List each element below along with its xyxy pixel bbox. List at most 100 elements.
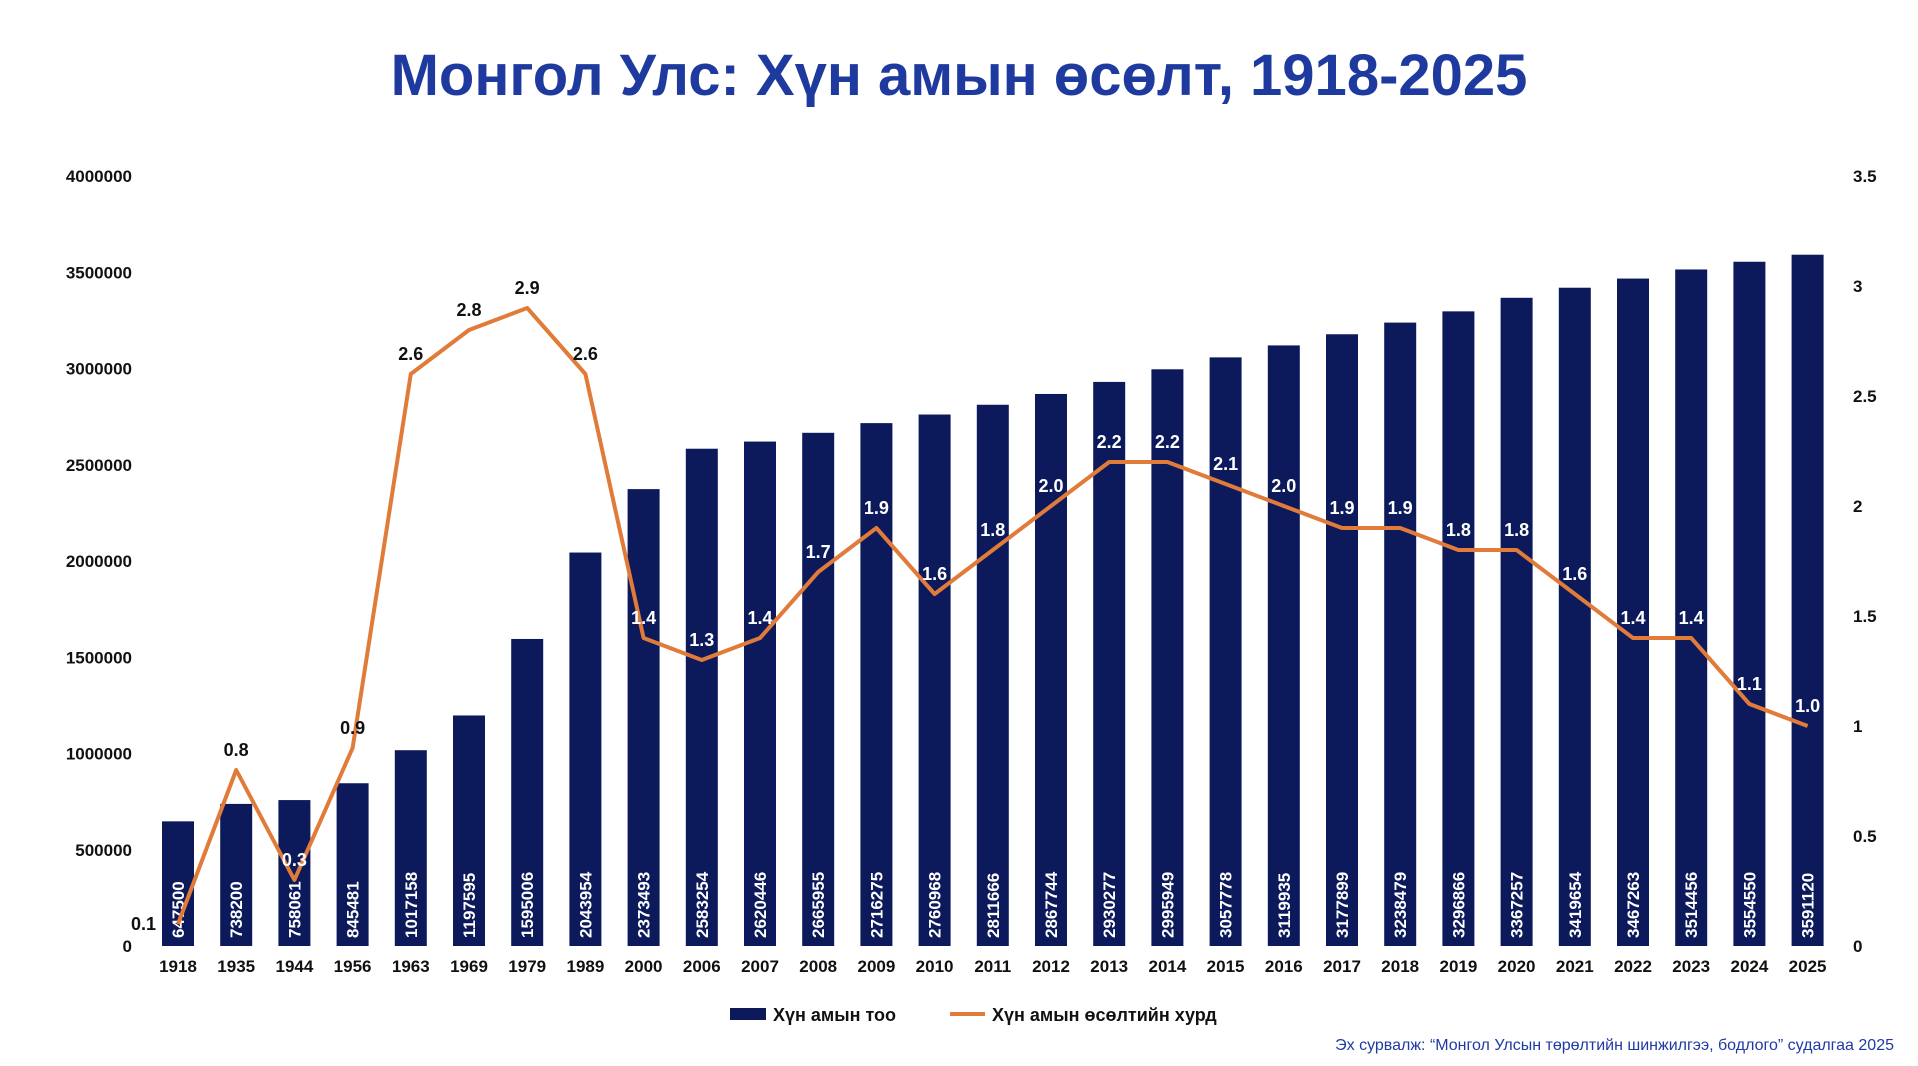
bar-value-label: 2373493	[635, 872, 654, 938]
legend-label-line: Хүн амын өсөлтийн хурд	[992, 1005, 1217, 1025]
x-axis-tick: 1956	[334, 957, 372, 976]
left-axis-tick: 1500000	[66, 648, 132, 667]
bar-value-label: 1017158	[402, 872, 421, 938]
x-axis-tick: 2025	[1789, 957, 1827, 976]
bar	[1384, 322, 1417, 947]
bar	[336, 783, 369, 946]
line-point-label: 1.9	[1329, 498, 1354, 518]
bar	[162, 821, 194, 946]
right-axis-tick: 1.5	[1853, 607, 1877, 626]
bar	[1675, 269, 1708, 946]
line-point-label: 1.7	[806, 542, 831, 562]
left-axis-tick: 3500000	[66, 263, 132, 282]
bar-value-label: 3554550	[1740, 872, 1759, 938]
line-point-label: 1.8	[980, 520, 1005, 540]
bar	[1151, 369, 1184, 947]
x-axis-tick: 1979	[508, 957, 546, 976]
right-y-axis: 0 0.5 1 1.5 2 2.5 3 3.5	[1853, 167, 1877, 956]
bar	[1500, 297, 1533, 946]
bar	[511, 638, 544, 946]
chart-title: Монгол Улс: Хүн амын өсөлт, 1918-2025	[390, 43, 1528, 108]
right-axis-tick: 1	[1853, 717, 1862, 736]
bar-value-label: 2811666	[984, 873, 1003, 938]
x-axis-tick: 2018	[1381, 957, 1419, 976]
x-axis-tick: 2024	[1730, 957, 1768, 976]
x-axis-tick: 2015	[1207, 957, 1245, 976]
bar-value-label: 2930277	[1100, 872, 1119, 938]
left-axis-tick: 4000000	[66, 167, 132, 186]
bar	[1442, 311, 1475, 947]
bar	[976, 404, 1009, 947]
x-axis-tick: 2022	[1614, 957, 1652, 976]
x-axis-tick: 2007	[741, 957, 779, 976]
bar-value-label: 3591120	[1799, 873, 1818, 938]
left-axis-tick: 2000000	[66, 552, 132, 571]
bar-value-label: 2043954	[576, 871, 595, 938]
bar	[744, 441, 776, 946]
bar	[220, 803, 253, 946]
legend: Хүн амын тоо Хүн амын өсөлтийн хурд	[730, 1005, 1217, 1025]
bar	[1035, 393, 1067, 946]
bar-value-label: 738200	[227, 881, 246, 938]
bar-value-label: 2760968	[926, 872, 945, 938]
x-axis-tick: 2020	[1498, 957, 1536, 976]
x-axis-tick: 2016	[1265, 957, 1303, 976]
right-axis-tick: 2	[1853, 497, 1862, 516]
line-point-label: 1.4	[1679, 608, 1704, 628]
bar-value-label: 3419654	[1566, 871, 1585, 938]
line-point-label: 0.3	[282, 850, 307, 870]
line-point-label: 2.9	[515, 278, 540, 298]
x-axis-tick: 1944	[275, 957, 313, 976]
x-axis-tick: 2019	[1439, 957, 1477, 976]
bar	[569, 552, 602, 946]
line-point-label: 1.4	[1620, 608, 1645, 628]
bar-value-label: 2995949	[1158, 872, 1177, 938]
x-axis-tick: 2023	[1672, 957, 1710, 976]
source-note: Эх сурвалж: “Монгол Улсын төрөлтийн шинж…	[1335, 1037, 1894, 1054]
right-axis-tick: 0	[1853, 937, 1862, 956]
left-axis-tick: 2500000	[66, 456, 132, 475]
right-axis-tick: 2.5	[1853, 387, 1877, 406]
bar-value-label: 647500	[169, 881, 188, 938]
bar	[1209, 357, 1242, 946]
line-point-label: 1.3	[689, 630, 714, 650]
bar-value-label: 3057778	[1217, 872, 1236, 938]
line-point-label: 1.4	[631, 608, 656, 628]
bar	[1326, 334, 1358, 946]
bar	[278, 800, 311, 946]
bar	[394, 750, 427, 946]
bar	[1558, 287, 1591, 946]
x-axis-tick: 1935	[217, 957, 255, 976]
bar-value-label: 2665955	[809, 872, 828, 938]
x-axis-tick: 2009	[857, 957, 895, 976]
x-axis-tick: 2013	[1090, 957, 1128, 976]
growth-rate-line	[176, 306, 1809, 925]
bar-value-label: 3177899	[1333, 872, 1352, 938]
line-point-label: 1.4	[747, 608, 772, 628]
x-axis-tick: 2010	[916, 957, 954, 976]
line-point-label: 2.6	[398, 344, 423, 364]
line-point-label: 1.8	[1446, 520, 1471, 540]
bar-value-label: 1595006	[518, 872, 537, 938]
right-axis-tick: 0.5	[1853, 827, 1877, 846]
bar-value-label: 3119935	[1275, 873, 1294, 938]
bar-value-label: 845481	[344, 881, 363, 938]
line-point-label: 1.6	[1562, 564, 1587, 584]
x-axis-tick: 1918	[159, 957, 197, 976]
bar-value-label: 3514456	[1682, 872, 1701, 938]
bar-value-label: 3238479	[1391, 872, 1410, 938]
bar-value-label: 3296866	[1449, 872, 1468, 938]
line-point-label: 2.0	[1271, 476, 1296, 496]
bar-value-label: 758061	[285, 881, 304, 938]
line-series	[176, 306, 1809, 925]
x-axis-tick: 2014	[1148, 957, 1186, 976]
line-point-label: 1.8	[1504, 520, 1529, 540]
left-axis-tick: 1000000	[66, 745, 132, 764]
bar-labels: 647500 738200 758061 845481 1017158 1197595 15…	[169, 871, 1818, 938]
bar	[685, 448, 718, 946]
bar-value-label: 2867744	[1042, 871, 1061, 938]
line-point-label: 2.2	[1097, 432, 1122, 452]
left-axis-tick: 500000	[75, 841, 132, 860]
x-axis-tick: 1963	[392, 957, 430, 976]
